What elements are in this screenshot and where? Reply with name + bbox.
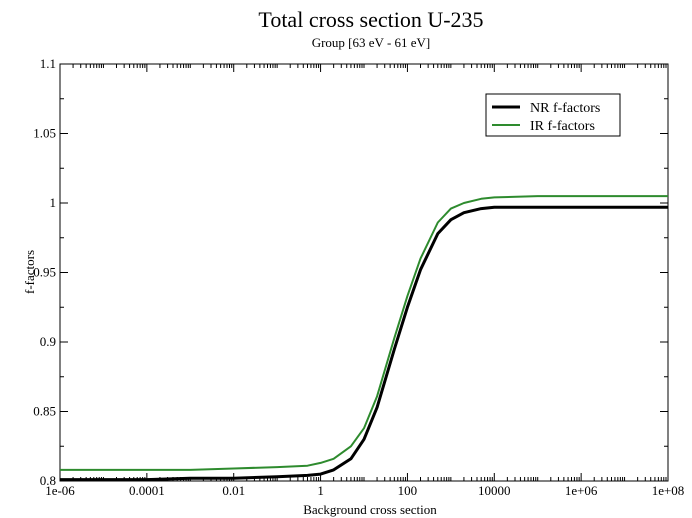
legend-label-ir: IR f-factors bbox=[530, 119, 595, 134]
legend-box bbox=[485, 93, 621, 137]
y-tick-label: 1.05 bbox=[33, 126, 56, 141]
chart-title: Total cross section U-235 bbox=[258, 7, 483, 32]
series-group bbox=[60, 195, 668, 482]
x-axis-label: Background cross section bbox=[303, 502, 437, 517]
series-line-ir bbox=[60, 195, 668, 471]
series-line-nr bbox=[60, 205, 668, 482]
legend: NR f-factors IR f-factors bbox=[485, 93, 621, 137]
x-tick-label: 1e-06 bbox=[45, 483, 75, 498]
y-tick-label: 0.95 bbox=[33, 265, 56, 280]
y-tick-label: 0.85 bbox=[33, 404, 56, 419]
y-tick-label: 0.9 bbox=[40, 334, 56, 349]
chart-subtitle: Group [63 eV - 61 eV] bbox=[312, 35, 431, 50]
y-axis-label: f-factors bbox=[22, 250, 37, 294]
x-tick-label: 0.01 bbox=[222, 483, 245, 498]
x-tick-label: 1e+06 bbox=[565, 483, 598, 498]
x-tick-label: 1e+08 bbox=[652, 483, 685, 498]
ticks-group: 1e-06 0.0001 0.01 1 100 10000 1e+06 1e+08 0.8 0.8… bbox=[33, 56, 684, 498]
y-tick-label: 1 bbox=[50, 195, 57, 210]
x-tick-label: 100 bbox=[398, 483, 418, 498]
x-tick-label: 10000 bbox=[478, 483, 511, 498]
x-tick-label: 1 bbox=[317, 483, 324, 498]
y-tick-label: 1.1 bbox=[40, 56, 56, 71]
x-tick-label: 0.0001 bbox=[129, 483, 165, 498]
y-tick-label: 0.8 bbox=[40, 473, 56, 488]
legend-label-nr: NR f-factors bbox=[530, 101, 600, 116]
